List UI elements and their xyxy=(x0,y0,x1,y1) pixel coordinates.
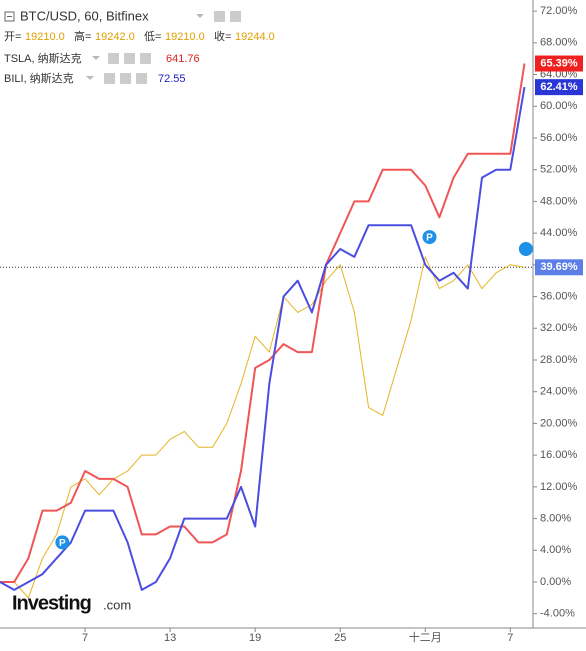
y-tick-label: 48.00% xyxy=(540,195,578,207)
y-tick-label: 44.00% xyxy=(540,227,578,239)
ohlc: 开= 19210.0 高= 19242.0 低= 19210.0 收= 1924… xyxy=(4,29,275,43)
series-price: 72.55 xyxy=(158,73,186,85)
y-tick-label: 0.00% xyxy=(540,576,571,588)
series-line xyxy=(0,256,525,599)
close-label: 收= xyxy=(214,29,231,43)
low-label: 低= xyxy=(144,30,161,43)
series-name: BILI, 纳斯达克 xyxy=(4,72,74,85)
event-marker[interactable] xyxy=(422,230,437,245)
open: 19210.0 xyxy=(25,31,65,43)
x-tick-label: 25 xyxy=(334,632,346,644)
y-tick-label: 72.00% xyxy=(540,5,578,17)
symbol: BTC/USD, 60, Bitfinex xyxy=(20,8,149,23)
event-marker[interactable] xyxy=(55,535,70,550)
y-tick-label: 36.00% xyxy=(540,290,578,302)
end-label-box xyxy=(535,79,583,96)
settings-icon[interactable] xyxy=(214,11,225,22)
settings-icon[interactable] xyxy=(104,73,115,84)
logo: .com xyxy=(103,597,131,612)
y-tick-label: 8.00% xyxy=(540,512,571,524)
series-line xyxy=(0,86,526,591)
event-marker[interactable] xyxy=(518,241,533,256)
dropdown[interactable] xyxy=(86,76,94,80)
collapse-icon[interactable] xyxy=(4,11,15,22)
y-tick-label: 24.00% xyxy=(540,386,578,398)
remove-icon[interactable] xyxy=(136,73,147,84)
settings-icon[interactable] xyxy=(124,53,135,64)
end-label: 62.41% xyxy=(540,81,578,93)
remove-icon[interactable] xyxy=(140,53,151,64)
y-tick-label: 56.00% xyxy=(540,132,578,144)
x-tick-label: 7 xyxy=(82,632,88,644)
dropdown[interactable] xyxy=(196,14,204,18)
y-tick-label: 52.00% xyxy=(540,164,578,176)
y-tick-label: 32.00% xyxy=(540,322,578,334)
high-label: 高= xyxy=(74,29,91,43)
low: 19210.0 xyxy=(165,31,205,43)
end-label: 65.39% xyxy=(540,57,578,69)
y-tick-label: 16.00% xyxy=(540,449,578,461)
logo: Investing xyxy=(12,592,91,614)
settings-icon[interactable] xyxy=(108,53,119,64)
settings-icon[interactable] xyxy=(120,73,131,84)
x-tick-label: 7 xyxy=(507,632,513,644)
y-tick-label: 28.00% xyxy=(540,354,578,366)
series-name: TSLA, 纳斯达克 xyxy=(4,52,82,65)
close: 19244.0 xyxy=(235,31,275,43)
series-price: 641.76 xyxy=(166,53,200,65)
event-marker-label: P xyxy=(59,538,66,549)
end-label-box xyxy=(535,55,583,72)
open-label: 开= xyxy=(4,31,21,43)
event-marker-label: P xyxy=(426,233,433,244)
y-tick-label: -4.00% xyxy=(540,608,575,620)
y-tick-label: 68.00% xyxy=(540,37,578,49)
y-tick-label: 4.00% xyxy=(540,544,571,556)
end-label-box xyxy=(535,259,583,276)
dropdown[interactable] xyxy=(92,56,100,60)
high: 19242.0 xyxy=(95,31,135,43)
settings-icon[interactable] xyxy=(230,11,241,22)
y-tick-label: 60.00% xyxy=(540,100,578,112)
end-label: 39.69% xyxy=(540,261,578,273)
x-tick-label: 十二月 xyxy=(409,630,442,644)
x-tick-label: 19 xyxy=(249,632,261,644)
y-tick-label: 20.00% xyxy=(540,417,578,429)
series-line xyxy=(0,63,526,583)
y-tick-label: 12.00% xyxy=(540,481,578,493)
x-tick-label: 13 xyxy=(164,632,176,644)
